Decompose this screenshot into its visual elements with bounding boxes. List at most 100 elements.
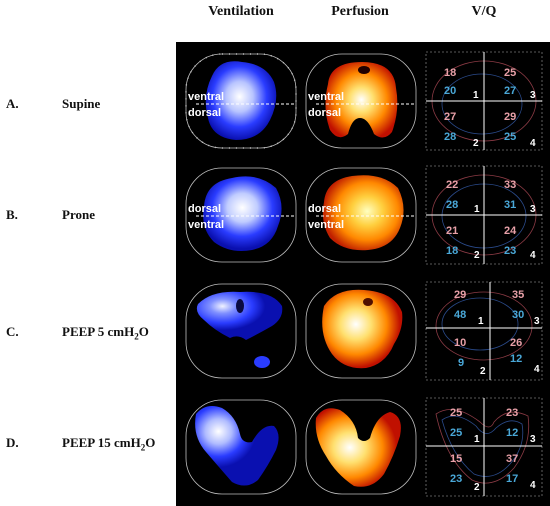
vq-q3-bottom: 12 bbox=[506, 427, 519, 439]
thorax-outline bbox=[305, 283, 417, 379]
thorax-outline bbox=[305, 167, 417, 263]
thorax-outline bbox=[305, 53, 417, 149]
row-title-prone: Prone bbox=[62, 207, 95, 222]
orientation-top-label: ventral bbox=[308, 91, 345, 103]
vq-q1-bottom: 25 bbox=[450, 427, 463, 439]
ventilation-blob bbox=[203, 176, 282, 251]
thorax-outline bbox=[185, 283, 297, 379]
ventilation-image-peep15 bbox=[182, 394, 300, 500]
ventilation-image-peep5 bbox=[182, 278, 300, 384]
vq-q4-number: 4 bbox=[534, 364, 540, 375]
vq-q4-bottom: 25 bbox=[504, 131, 517, 143]
vq-q4-top: 29 bbox=[504, 111, 517, 123]
eit-image-panel: ventral dorsal ventral dorsal 18 20 1 25… bbox=[176, 42, 550, 506]
orientation-bottom-label: ventral bbox=[188, 219, 225, 231]
vq-q2-bottom: 28 bbox=[444, 131, 457, 143]
row-letter-c: C. bbox=[6, 324, 19, 339]
vq-q4-top: 37 bbox=[506, 453, 519, 465]
vq-q2-bottom: 23 bbox=[450, 473, 463, 485]
orientation-bottom-label: ventral bbox=[308, 219, 345, 231]
vq-q3-top: 35 bbox=[512, 289, 525, 301]
perfusion-image-supine: ventral dorsal bbox=[302, 48, 420, 154]
vq-q4-number: 4 bbox=[530, 250, 536, 261]
ventilation-blob bbox=[196, 291, 283, 340]
row-title-peep5-tail: O bbox=[138, 324, 149, 339]
vq-q1-number: 1 bbox=[474, 204, 480, 215]
orientation-top-label: ventral bbox=[188, 91, 225, 103]
perfusion-image-peep15 bbox=[302, 394, 420, 500]
vq-q2-top: 21 bbox=[446, 225, 459, 237]
column-header-perfusion: Perfusion bbox=[331, 4, 389, 19]
vq-q4-top: 24 bbox=[504, 225, 517, 237]
column-header-ventilation: Ventilation bbox=[208, 4, 274, 19]
vq-q3-bottom: 31 bbox=[504, 199, 517, 211]
vq-q4-top: 26 bbox=[510, 337, 523, 349]
vq-q2-number: 2 bbox=[473, 138, 479, 149]
row-title-supine: Supine bbox=[62, 96, 101, 111]
perfusion-blob bbox=[322, 175, 404, 251]
orientation-bottom-label: dorsal bbox=[188, 107, 222, 119]
vq-map-supine: 18 20 1 25 27 3 27 28 2 29 25 4 bbox=[424, 48, 544, 154]
row-title-peep5-main: PEEP 5 cmH bbox=[62, 324, 135, 339]
row-letter-b: B. bbox=[6, 207, 18, 222]
row-title-peep15-tail: O bbox=[145, 435, 156, 450]
vq-q1-number: 1 bbox=[474, 434, 480, 445]
orientation-top-label: dorsal bbox=[188, 203, 222, 215]
row-title-peep5: PEEP 5 cmH2O bbox=[62, 324, 182, 342]
vq-q3-number: 3 bbox=[534, 316, 540, 327]
vq-q2-number: 2 bbox=[474, 482, 480, 493]
vq-q3-number: 3 bbox=[530, 204, 536, 215]
vq-q4-number: 4 bbox=[530, 138, 536, 149]
row-letter-d: D. bbox=[6, 435, 19, 450]
vq-q3-bottom: 30 bbox=[512, 309, 525, 321]
orientation-bottom-label: dorsal bbox=[308, 107, 342, 119]
perfusion-image-peep5 bbox=[302, 278, 420, 384]
vq-q3-bottom: 27 bbox=[504, 85, 517, 97]
perfusion-image-prone: dorsal ventral bbox=[302, 162, 420, 268]
perfusion-blob bbox=[315, 408, 401, 487]
thorax-outline bbox=[185, 399, 297, 495]
vq-q2-number: 2 bbox=[474, 250, 480, 261]
vq-q2-top: 10 bbox=[454, 337, 467, 349]
row-title-peep15-main: PEEP 15 cmH bbox=[62, 435, 141, 450]
vq-q2-bottom: 18 bbox=[446, 245, 459, 257]
vq-q3-top: 25 bbox=[504, 67, 517, 79]
vq-map-peep15: 25 25 1 23 12 3 15 23 2 37 17 4 bbox=[424, 394, 544, 500]
orientation-top-label: dorsal bbox=[308, 203, 342, 215]
vq-q2-top: 15 bbox=[450, 453, 463, 465]
vq-map-peep5: 29 48 1 35 30 3 10 9 2 26 12 4 bbox=[424, 278, 544, 384]
vq-q1-top: 18 bbox=[444, 67, 457, 79]
ventilation-blob bbox=[205, 61, 277, 140]
row-letter-a: A. bbox=[6, 96, 19, 111]
vq-q1-top: 22 bbox=[446, 179, 459, 191]
perfusion-blob bbox=[325, 62, 398, 138]
vq-q2-bottom: 9 bbox=[458, 357, 465, 369]
perfusion-blob bbox=[322, 289, 403, 369]
row-title-peep15: PEEP 15 cmH2O bbox=[62, 435, 182, 453]
ventilation-image-supine: ventral dorsal bbox=[182, 48, 300, 154]
ventilation-image-prone: dorsal ventral bbox=[182, 162, 300, 268]
vq-map-prone: 22 28 1 33 31 3 21 18 2 24 23 4 bbox=[424, 162, 544, 268]
vq-q4-bottom: 17 bbox=[506, 473, 519, 485]
vq-q1-number: 1 bbox=[473, 90, 479, 101]
thorax-outline bbox=[185, 167, 297, 263]
vq-q4-number: 4 bbox=[530, 480, 536, 491]
vq-q1-bottom: 28 bbox=[446, 199, 459, 211]
vq-q2-top: 27 bbox=[444, 111, 457, 123]
row-title-peep5-subscript: 2 bbox=[134, 331, 139, 342]
vq-q3-number: 3 bbox=[530, 90, 536, 101]
vq-q4-bottom: 12 bbox=[510, 353, 523, 365]
vq-q1-bottom: 48 bbox=[454, 309, 467, 321]
vq-q3-number: 3 bbox=[530, 434, 536, 445]
vq-q1-top: 25 bbox=[450, 407, 463, 419]
vq-q1-top: 29 bbox=[454, 289, 467, 301]
vq-q1-bottom: 20 bbox=[444, 85, 457, 97]
vq-q4-bottom: 23 bbox=[504, 245, 517, 257]
vq-q3-top: 23 bbox=[506, 407, 519, 419]
vq-q1-number: 1 bbox=[478, 316, 484, 327]
thorax-outline bbox=[305, 399, 417, 495]
row-title-peep15-subscript: 2 bbox=[140, 442, 146, 453]
column-header-vq: V/Q bbox=[471, 4, 497, 19]
vq-q3-top: 33 bbox=[504, 179, 517, 191]
vq-q2-number: 2 bbox=[480, 366, 486, 377]
